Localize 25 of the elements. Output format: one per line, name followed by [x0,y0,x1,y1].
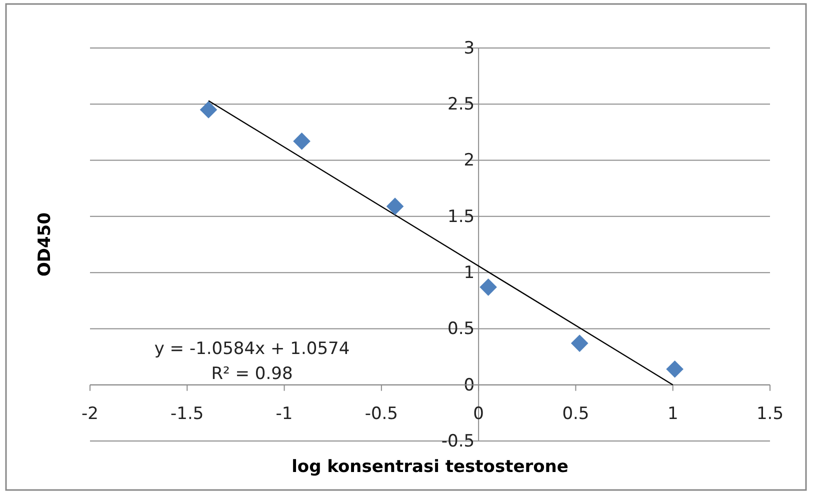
y-tick-label: 0 [464,375,475,396]
annotation: y = -1.0584x + 1.0574 [154,339,350,359]
x-tick-label: -1 [276,404,293,424]
y-tick-label: 2 [464,150,475,171]
annotation: R² = 0.98 [211,364,293,384]
x-axis-title: log konsentrasi testosterone [292,457,568,477]
y-tick-label: -0.5 [441,431,475,452]
y-tick-label: 0.5 [448,319,475,340]
x-tick-label: -2 [82,404,98,424]
y-tick-label: 2.5 [448,94,475,115]
y-axis-title: OD450 [35,212,55,277]
point [200,101,218,118]
point [293,132,310,150]
point [666,360,684,378]
x-tick-label: 1.5 [756,404,784,424]
point [480,278,497,296]
point [570,334,588,352]
y-tick-label: 1 [464,263,475,284]
x-tick-label: 1 [667,404,678,424]
x-tick-label: 0.5 [562,404,590,424]
y-tick-label: 1.5 [448,206,475,227]
point [386,198,404,215]
x-tick-label: -0.5 [364,404,398,424]
y-tick-label: 3 [464,38,475,58]
x-tick-label: -1.5 [170,404,204,424]
